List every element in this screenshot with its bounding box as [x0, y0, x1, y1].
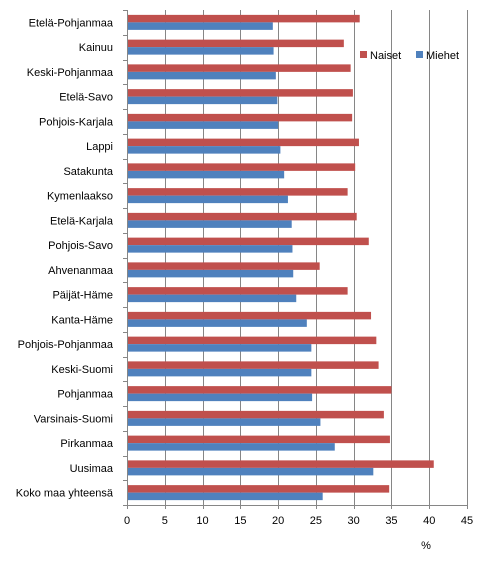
- bar-naiset: [128, 435, 390, 444]
- bar-naiset: [128, 163, 356, 171]
- category-label: Keski-Pohjanmaa: [27, 67, 114, 79]
- category-label: Kanta-Häme: [51, 314, 113, 326]
- category-label: Ahvenanmaa: [48, 265, 114, 277]
- x-tick-label: 10: [196, 515, 208, 527]
- bar-miehet: [128, 269, 294, 278]
- bar-naiset: [128, 262, 320, 270]
- bar-miehet: [128, 146, 281, 154]
- bar-miehet: [128, 368, 312, 377]
- legend-label-miehet: Miehet: [426, 50, 459, 62]
- bar-naiset: [128, 39, 344, 48]
- legend-swatch-naiset: [360, 51, 367, 58]
- legend: Naiset Miehet: [360, 50, 459, 62]
- bar-miehet: [128, 220, 292, 228]
- bar-naiset: [128, 14, 360, 23]
- bar-miehet: [128, 96, 278, 105]
- bar-miehet: [128, 71, 276, 80]
- bar-miehet: [128, 393, 313, 402]
- bar-miehet: [128, 319, 307, 327]
- x-tick-label: 5: [162, 515, 168, 527]
- bar-naiset: [128, 361, 379, 369]
- category-label: Etelä-Karjala: [50, 215, 114, 227]
- category-label: Etelä-Pohjanmaa: [29, 17, 114, 29]
- bar-miehet: [128, 344, 312, 352]
- legend-label-naiset: Naiset: [370, 50, 401, 62]
- bar-miehet: [128, 170, 285, 179]
- bar-naiset: [128, 485, 390, 493]
- category-label: Pirkanmaa: [60, 438, 113, 450]
- legend-swatch-miehet: [416, 51, 423, 58]
- bar-naiset: [128, 460, 434, 468]
- bar-naiset: [128, 311, 372, 320]
- bar-naiset: [128, 410, 384, 419]
- category-label: Pohjois-Pohjanmaa: [18, 339, 114, 351]
- category-label: Kainuu: [79, 42, 113, 54]
- bar-naiset: [128, 237, 369, 246]
- bar-naiset: [128, 386, 392, 394]
- bar-miehet: [128, 418, 321, 426]
- bar-naiset: [128, 113, 353, 122]
- category-label: Pohjanmaa: [57, 389, 114, 401]
- category-label: Kymenlaakso: [47, 191, 113, 203]
- bar-naiset: [128, 188, 348, 196]
- category-label: Uusimaa: [70, 463, 114, 475]
- bar-miehet: [128, 47, 274, 55]
- category-label: Pohjois-Karjala: [39, 116, 114, 128]
- x-axis: 0 5 10 15 20 25 30 35 40 45: [123, 10, 473, 527]
- category-label: Lappi: [86, 141, 113, 153]
- x-tick-label: 25: [310, 515, 322, 527]
- bar-naiset: [128, 89, 353, 97]
- category-label: Varsinais-Suomi: [34, 413, 113, 425]
- bar-miehet: [128, 467, 374, 476]
- category-label: Satakunta: [63, 166, 113, 178]
- bar-miehet: [128, 195, 288, 204]
- bar-miehet: [128, 22, 273, 30]
- category-label: Etelä-Savo: [59, 92, 113, 104]
- bar-naiset: [128, 336, 377, 345]
- category-label: Pohjois-Savo: [48, 240, 113, 252]
- category-label: Koko maa yhteensä: [16, 488, 114, 500]
- bar-naiset: [128, 138, 359, 147]
- x-tick-label: 30: [348, 515, 360, 527]
- bar-miehet: [128, 443, 335, 451]
- x-tick-label: 0: [124, 515, 130, 527]
- x-tick-label: 35: [385, 515, 397, 527]
- bar-miehet: [128, 245, 293, 253]
- category-labels: Etelä-Pohjanmaa Kainuu Keski-Pohjanmaa Etel…: [16, 17, 114, 499]
- bar-naiset: [128, 64, 351, 72]
- category-label: Päijät-Häme: [52, 290, 113, 302]
- bar-miehet: [128, 294, 297, 303]
- x-tick-label: 15: [234, 515, 246, 527]
- x-tick-label: 20: [272, 515, 284, 527]
- x-axis-unit-label: %: [421, 540, 431, 552]
- bar-miehet: [128, 492, 323, 501]
- bars: [128, 14, 434, 501]
- bar-naiset: [128, 287, 348, 295]
- category-label: Keski-Suomi: [51, 364, 113, 376]
- bar-naiset: [128, 212, 357, 221]
- bar-miehet: [128, 121, 279, 129]
- x-tick-label: 40: [423, 515, 435, 527]
- x-tick-label: 45: [461, 515, 473, 527]
